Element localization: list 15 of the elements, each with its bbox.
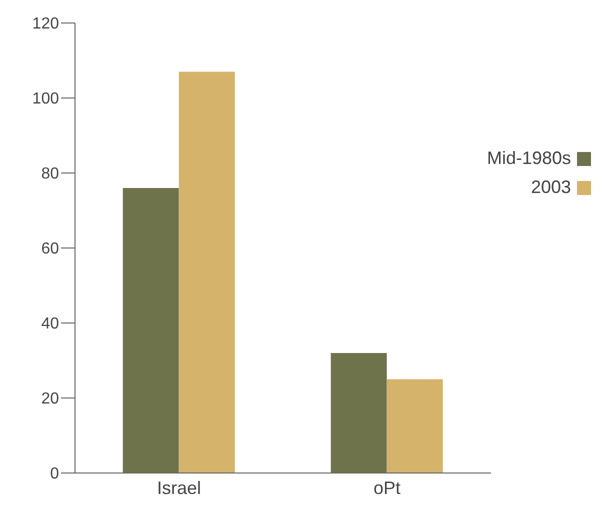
y-tick-label: 60	[41, 240, 60, 258]
y-tick-label: 40	[41, 316, 60, 333]
bar	[122, 188, 179, 473]
bar	[386, 379, 443, 473]
bar	[178, 72, 235, 473]
y-tick-label: 80	[41, 166, 60, 183]
y-tick-label: 120	[32, 16, 60, 33]
bar	[330, 353, 387, 473]
legend-label: Mid-1980s	[486, 148, 571, 169]
y-tick-label: 20	[41, 390, 60, 408]
x-tick-label: oPt	[373, 478, 400, 498]
y-tick-label: 0	[50, 466, 60, 483]
legend-label: 2003	[530, 177, 571, 198]
x-tick-label: Israel	[156, 478, 201, 498]
y-tick-label: 100	[32, 90, 60, 108]
